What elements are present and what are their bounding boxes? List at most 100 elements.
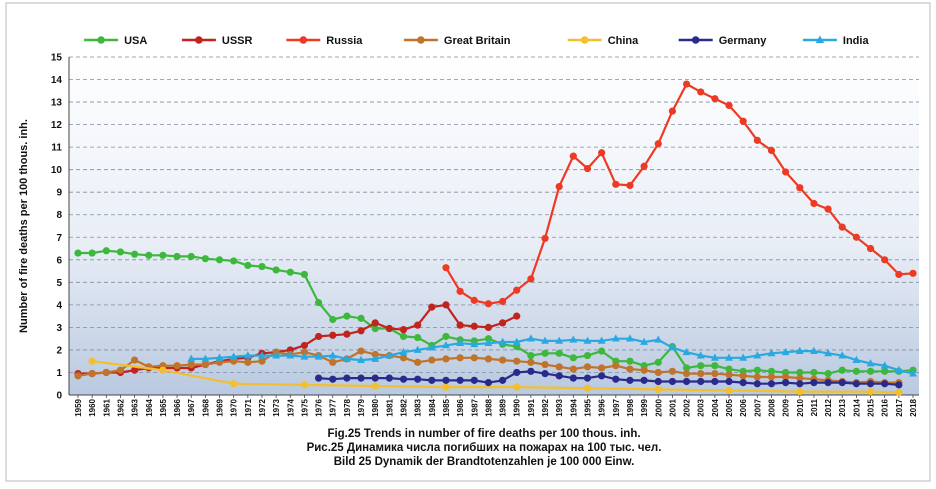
legend-swatch-marker [97, 36, 105, 44]
data-point-russia [640, 162, 648, 170]
data-point-germany [314, 374, 323, 382]
data-point-russia [852, 233, 860, 241]
data-point-usa [881, 367, 889, 375]
data-point-ussr [498, 319, 507, 327]
legend: USA USSR Russia Great Britain China Germany In… [84, 35, 869, 47]
data-point-usa [442, 332, 450, 341]
data-point-india [328, 351, 337, 359]
data-point-india [456, 338, 465, 347]
data-point-great-britain [711, 369, 719, 378]
data-point-india [258, 351, 266, 359]
gridlines [69, 56, 919, 373]
legend-swatch-marker [195, 36, 203, 44]
data-point-germany [824, 379, 832, 387]
x-tick-label: 2007 [753, 398, 762, 416]
data-point-russia [782, 168, 790, 176]
data-point-russia [527, 275, 535, 283]
data-point-russia [498, 297, 507, 306]
y-tick-label: 5 [56, 278, 62, 289]
data-point-india [229, 352, 238, 360]
x-tick-label: 1997 [612, 398, 621, 416]
data-point-germany [881, 380, 889, 388]
data-point-germany [682, 377, 691, 386]
data-point-russia [569, 152, 577, 160]
data-point-germany [442, 376, 450, 384]
data-point-india [569, 335, 578, 343]
data-point-germany [385, 374, 393, 382]
data-point-usa [329, 315, 337, 324]
x-tick-label: 2000 [654, 398, 663, 416]
data-point-great-britain [414, 358, 422, 366]
data-point-great-britain [187, 360, 195, 369]
data-point-india [470, 339, 479, 348]
data-point-india [243, 351, 252, 359]
y-tick-label: 12 [51, 120, 63, 131]
data-point-ussr [329, 331, 337, 339]
legend-swatch-marker [815, 35, 825, 44]
x-tick-label: 2018 [909, 398, 918, 416]
data-point-great-britain [725, 371, 733, 379]
data-point-russia [484, 300, 493, 308]
data-point-india [824, 348, 833, 357]
data-point-germany [725, 377, 733, 386]
legend-item-great-britain: Great Britain [403, 35, 511, 47]
data-point-china [88, 357, 96, 365]
data-point-usa [654, 358, 662, 366]
x-tick-label: 1970 [230, 398, 239, 416]
data-point-great-britain [612, 362, 620, 370]
x-tick-label: 1998 [626, 398, 635, 416]
data-point-usa [88, 249, 96, 257]
x-tick-label: 1978 [343, 398, 352, 416]
data-point-india [640, 337, 649, 345]
x-tick-label: 1974 [286, 398, 295, 416]
x-tick-label: 1986 [456, 398, 465, 416]
x-tick-label: 1968 [201, 398, 210, 416]
x-tick-label: 2004 [711, 398, 720, 416]
x-tick-label: 2006 [739, 398, 748, 416]
data-point-germany [782, 379, 790, 387]
data-point-russia [767, 146, 776, 155]
data-point-india [541, 336, 549, 344]
data-point-germany [626, 376, 634, 384]
data-point-india [696, 351, 705, 359]
data-point-usa [102, 247, 110, 255]
data-point-india [286, 351, 295, 359]
data-point-china [866, 388, 875, 396]
legend-swatch-marker [691, 36, 700, 44]
x-tick-label: 1982 [400, 398, 409, 416]
x-tick-label: 1967 [187, 398, 196, 416]
x-tick-label: 2012 [824, 398, 833, 416]
data-point-russia [796, 184, 804, 192]
data-point-usa [682, 364, 691, 372]
data-point-great-britain [668, 367, 677, 375]
data-point-usa [215, 256, 224, 264]
data-point-usa [767, 367, 776, 375]
x-tick-label: 1984 [428, 398, 437, 416]
data-point-great-britain [329, 358, 337, 366]
x-tick-label: 1991 [527, 398, 536, 416]
data-point-ussr [456, 321, 464, 329]
x-tick-label: 1965 [159, 398, 168, 416]
data-point-usa [286, 268, 294, 276]
data-point-ussr [385, 324, 393, 333]
data-point-russia [866, 244, 875, 253]
data-point-india [399, 347, 408, 356]
plot-area [69, 57, 919, 395]
x-tick-label: 1989 [499, 398, 508, 416]
data-point-russia [541, 234, 549, 242]
data-point-germany [414, 375, 422, 383]
data-point-germany [484, 379, 493, 387]
data-point-china [513, 383, 521, 391]
legend-item-china: China [567, 35, 639, 47]
x-tick-label: 1996 [598, 398, 607, 416]
data-point-russia [895, 270, 903, 279]
x-tick-label: 1995 [583, 398, 592, 416]
data-point-usa [598, 347, 606, 355]
data-point-germany [329, 375, 337, 383]
data-point-usa [753, 366, 761, 374]
y-tick-label: 0 [56, 391, 62, 402]
data-point-great-britain [513, 357, 521, 365]
data-point-germany [357, 374, 365, 382]
data-point-india [300, 352, 309, 360]
data-point-usa [159, 251, 167, 259]
